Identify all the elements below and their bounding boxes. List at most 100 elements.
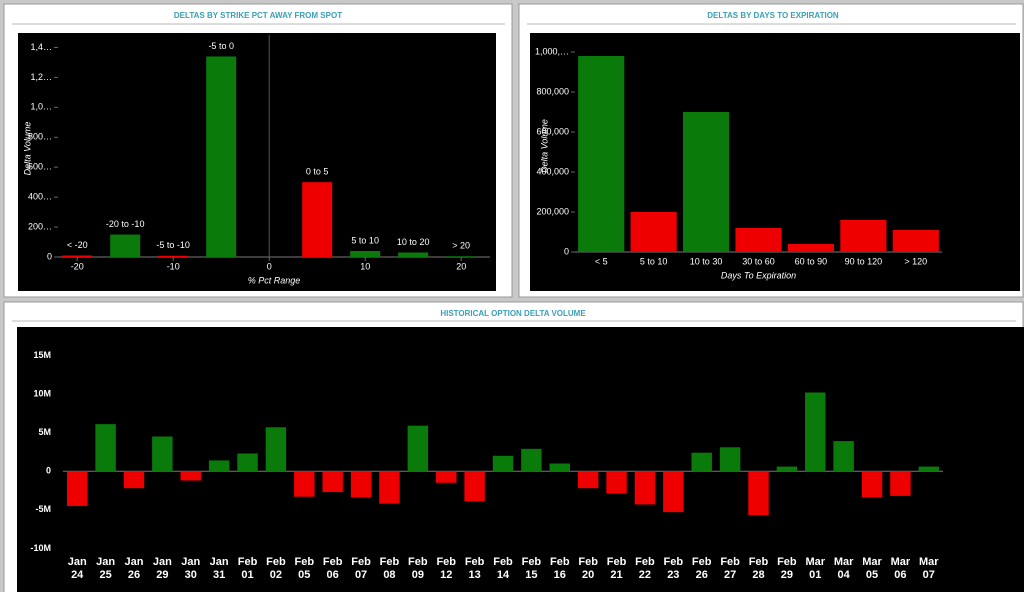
bar — [208, 460, 230, 472]
bar — [630, 212, 677, 252]
x-tick-label: -20 — [71, 261, 84, 271]
y-tick-label: 0 — [564, 246, 569, 256]
bar — [805, 392, 826, 472]
bar — [606, 471, 627, 494]
bar-label: 10 to 20 — [397, 237, 430, 247]
x-tick-label: Feb 28 — [748, 556, 769, 581]
x-tick-label: Mar 01 — [805, 556, 826, 581]
bar — [350, 471, 372, 498]
bar — [634, 471, 656, 505]
y-tick-label: 5M — [38, 427, 51, 437]
x-tick-label: Mar 04 — [833, 556, 854, 581]
x-tick-label: Jan 31 — [209, 556, 229, 581]
bar — [683, 112, 730, 252]
bar — [110, 234, 141, 257]
bar-label: 0 to 5 — [306, 167, 329, 177]
y-axis-title: Delta Volume — [22, 122, 32, 176]
x-tick-label: < 5 — [595, 256, 608, 266]
x-tick-label: Feb 20 — [578, 556, 598, 581]
y-tick-label: 600… — [28, 162, 52, 172]
bar — [294, 471, 315, 497]
bar — [776, 466, 798, 472]
x-tick-label: Feb 14 — [493, 556, 513, 581]
y-tick-label: 10M — [33, 388, 51, 398]
y-axis-title: Delta Volume — [539, 119, 549, 173]
bar — [578, 56, 625, 252]
x-tick-label: 10 — [360, 261, 370, 271]
bar — [322, 471, 343, 493]
x-tick-label: Feb 01 — [237, 556, 258, 581]
y-tick-label: 0 — [46, 466, 51, 476]
y-tick-label: 1,000,… — [535, 46, 569, 56]
y-tick-label: 600,000 — [536, 126, 569, 136]
bar — [206, 56, 237, 258]
bar — [407, 425, 429, 472]
x-tick-label: Jan 25 — [96, 556, 116, 581]
bar — [492, 455, 514, 472]
bar — [95, 424, 116, 472]
bar — [123, 471, 145, 489]
y-tick-label: 0 — [47, 251, 52, 261]
x-tick-label: -10 — [167, 261, 180, 271]
bar-label: 5 to 10 — [351, 235, 379, 245]
bar — [691, 452, 712, 472]
bar — [748, 471, 769, 516]
x-tick-label: Jan 24 — [67, 556, 87, 581]
x-tick-label: Jan 29 — [152, 556, 172, 581]
x-tick-label: Feb 13 — [464, 556, 485, 581]
x-tick-label: Feb 22 — [635, 556, 655, 581]
x-tick-label: Feb 05 — [294, 556, 315, 581]
chart-title: HISTORICAL OPTION DELTA VOLUME — [440, 309, 586, 318]
bar — [521, 448, 542, 472]
x-tick-label: Feb 21 — [606, 556, 627, 581]
y-tick-label: 800,000 — [536, 86, 569, 96]
x-axis-title: Days To Expiration — [721, 270, 796, 280]
bar — [719, 447, 741, 472]
bar-label: -5 to -10 — [156, 240, 190, 250]
bar — [398, 252, 429, 257]
x-tick-label: Feb 08 — [379, 556, 400, 581]
x-tick-label: Feb 07 — [351, 556, 371, 581]
chart-title: DELTAS BY STRIKE PCT AWAY FROM SPOT — [174, 11, 342, 20]
x-tick-label: 90 to 120 — [845, 256, 883, 266]
y-tick-label: -5M — [36, 504, 52, 514]
x-tick-label: Feb 29 — [777, 556, 797, 581]
bar-label: -5 to 0 — [208, 41, 234, 51]
bar — [577, 471, 599, 489]
x-tick-label: Feb 27 — [720, 556, 740, 581]
y-tick-label: 15M — [33, 350, 51, 360]
x-tick-label: > 120 — [904, 256, 927, 266]
x-tick-label: 20 — [456, 261, 466, 271]
bar — [436, 471, 457, 483]
x-tick-label: Feb 06 — [322, 556, 343, 581]
bar — [787, 244, 834, 252]
plot-bg — [17, 327, 1024, 592]
x-tick-label: Mar 06 — [890, 556, 911, 581]
bar — [833, 441, 854, 472]
x-tick-label: 60 to 90 — [795, 256, 828, 266]
bar — [66, 471, 88, 506]
bar — [735, 228, 782, 252]
bar — [237, 453, 258, 472]
x-tick-label: Feb 09 — [408, 556, 428, 581]
bar-label: -20 to -10 — [106, 219, 145, 229]
bar — [302, 182, 333, 257]
bar — [62, 255, 93, 257]
bar-label: > 20 — [452, 241, 470, 251]
y-tick-label: 1,2… — [30, 72, 52, 82]
y-tick-label: 200,000 — [536, 206, 569, 216]
bar — [152, 436, 173, 472]
bar — [892, 230, 939, 252]
y-tick-label: 400,000 — [536, 166, 569, 176]
bar — [890, 471, 911, 496]
x-tick-label: Jan 30 — [181, 556, 201, 581]
x-tick-label: Feb 16 — [549, 556, 570, 581]
bar — [446, 256, 477, 257]
x-tick-label: Jan 26 — [124, 556, 144, 581]
bar-label: < -20 — [67, 240, 88, 250]
bar — [265, 427, 287, 472]
bar — [840, 220, 887, 252]
x-tick-label: 30 to 60 — [742, 256, 775, 266]
bar — [549, 463, 570, 472]
